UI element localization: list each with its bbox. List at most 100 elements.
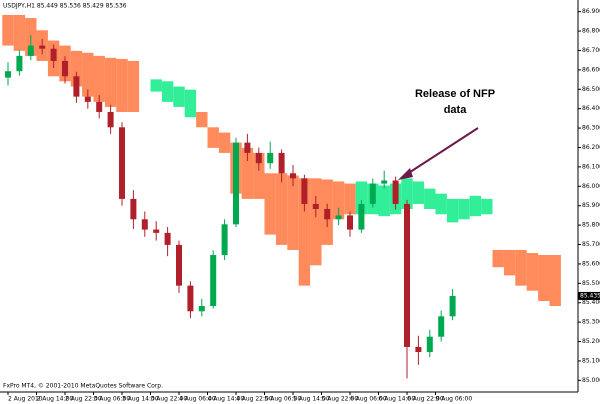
candle-body — [278, 152, 285, 174]
x-tick-label: 6 Aug 22:00 — [407, 396, 444, 403]
cloud-column — [82, 52, 94, 97]
y-tick-label: 85.800 — [582, 222, 600, 229]
candle-body — [312, 203, 319, 210]
x-tick-label: 4 Aug 14:00 — [208, 396, 245, 403]
candle-body — [84, 96, 91, 102]
x-tick-label: 6 Aug 14:00 — [379, 396, 416, 403]
candle-body — [5, 71, 11, 78]
candle-body — [210, 254, 217, 307]
cloud-column — [526, 253, 539, 291]
cloud-column — [332, 181, 345, 220]
x-tick-label: 4 Aug 22:00 — [236, 396, 273, 403]
cloud-column — [207, 127, 219, 148]
candle-body — [233, 142, 239, 225]
cloud-column — [150, 79, 162, 92]
price-label: 85.435 — [580, 292, 600, 299]
cloud-column — [13, 14, 26, 51]
cloud-column — [458, 198, 470, 220]
y-tick-label: 85.700 — [582, 241, 600, 248]
y-tick-label: 86.200 — [582, 144, 600, 151]
candle-body — [39, 45, 46, 49]
cloud-column — [116, 58, 128, 112]
candle-body — [164, 232, 171, 245]
cloud-column — [469, 195, 482, 217]
y-tick-label: 85.500 — [582, 280, 600, 287]
candle-body — [187, 285, 194, 312]
y-tick-label: 86.100 — [582, 163, 600, 170]
cloud-column — [412, 181, 425, 204]
y-tick-label: 86.700 — [582, 47, 600, 54]
footer: FxPro MT4, © 2001-2010 MetaQuotes Softwa… — [3, 383, 163, 390]
candle-body — [221, 224, 228, 255]
y-tick-label: 86.600 — [582, 66, 600, 73]
y-tick-label: 85.100 — [582, 357, 600, 364]
candle-body — [73, 76, 80, 97]
y-tick-label: 86.800 — [582, 28, 600, 35]
cloud-column — [161, 81, 174, 102]
candle-body — [119, 127, 125, 199]
cloud-column — [401, 178, 413, 210]
cloud-column — [538, 254, 550, 301]
cloud-column — [241, 147, 254, 199]
y-tick-label: 86.400 — [582, 105, 600, 112]
cloud-column — [481, 198, 493, 215]
candle-body — [130, 198, 137, 220]
candle-body — [347, 215, 353, 230]
x-tick-label: 5 Aug 14:00 — [293, 396, 330, 403]
cloud-column — [173, 86, 185, 107]
y-tick-label: 86.300 — [582, 125, 600, 132]
candle-body — [438, 316, 445, 337]
candle-body — [176, 244, 182, 286]
cloud-column — [424, 188, 436, 210]
price-box — [578, 291, 600, 300]
x-tick-label: 3 Aug 06:00 — [94, 396, 131, 403]
candle-body — [141, 219, 148, 230]
candle-body — [62, 60, 68, 77]
cloud-column — [355, 181, 368, 215]
y-tick-label: 85.600 — [582, 260, 600, 267]
cloud-column — [378, 185, 390, 217]
candle-body — [96, 101, 103, 112]
cloud-column — [2, 14, 14, 46]
candle-body — [267, 152, 274, 164]
x-tick-label: 2 Aug 22:00 — [65, 396, 102, 403]
candle-body — [449, 295, 456, 317]
y-tick-label: 86.000 — [582, 183, 600, 190]
x-tick-label: 3 Aug 22:00 — [151, 396, 188, 403]
cloud-column — [127, 60, 140, 112]
cloud-column — [218, 132, 231, 153]
candle-body — [255, 152, 262, 164]
candle-body — [335, 215, 342, 220]
cloud-column — [298, 178, 311, 286]
y-tick-label: 85.300 — [582, 319, 600, 326]
x-tick-label: 4 Aug 06:00 — [179, 396, 216, 403]
x-tick-label: 2 Aug 2010 — [8, 396, 43, 403]
axis-layer: 85.000 85.100 85.200 85.300 85.400 85.500 85.6… — [7, 8, 600, 403]
candle-body — [27, 45, 34, 56]
x-tick-label: 3 Aug 14:00 — [122, 396, 159, 403]
candle-layer — [5, 34, 456, 379]
y-tick-label: 85.000 — [582, 377, 600, 384]
candle-body — [381, 180, 388, 184]
candle-body — [153, 229, 160, 233]
cloud-column — [264, 173, 276, 235]
candle-body — [392, 180, 399, 204]
annotation-arrow — [403, 127, 479, 177]
cloud-column — [196, 111, 208, 128]
candle-body — [426, 336, 433, 353]
chart-title: USDJPY,H1 85.449 85.536 85.429 85.536 — [3, 3, 127, 10]
cloud-column — [549, 254, 561, 307]
candle-body — [16, 55, 23, 72]
cloud-column — [492, 249, 504, 268]
y-tick-label: 85.900 — [582, 202, 600, 209]
x-tick-label: 6 Aug 06:00 — [350, 396, 387, 403]
y-tick-label: 85.200 — [582, 338, 600, 345]
cloud-column — [435, 193, 447, 215]
candle-body — [358, 203, 365, 230]
x-tick-label: 5 Aug 22:00 — [322, 396, 359, 403]
cloud-column — [287, 175, 299, 250]
cloud-column — [184, 89, 197, 118]
y-tick-label: 85.400 — [582, 299, 600, 306]
cloud-column — [344, 183, 356, 215]
